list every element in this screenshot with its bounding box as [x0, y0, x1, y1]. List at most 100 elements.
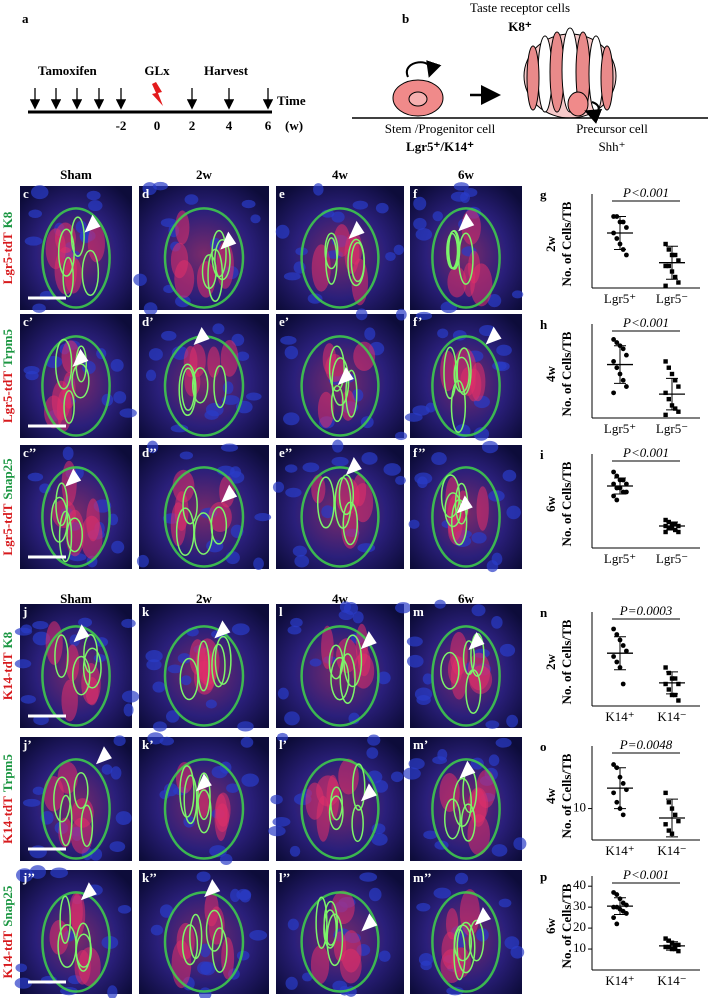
- panel-letter: m’: [413, 737, 428, 752]
- y-axis-label: No. of Cells/TB: [559, 619, 574, 704]
- nucleus: [496, 344, 512, 356]
- nucleus: [24, 236, 43, 246]
- p-value: P<0.001: [622, 315, 669, 330]
- point: [624, 489, 629, 495]
- nucleus: [117, 904, 132, 914]
- nucleus: [241, 773, 259, 787]
- arrowhead: [80, 882, 97, 901]
- taste-bud: [431, 335, 501, 437]
- nucleus: [383, 463, 401, 476]
- stain-label: Snap25: [0, 458, 15, 500]
- stain-label: Trpm5: [0, 754, 15, 793]
- tdt-cell: [85, 677, 99, 706]
- nucleus: [395, 475, 406, 485]
- point: [611, 493, 616, 499]
- nucleus: [416, 694, 431, 705]
- micrograph: j’: [20, 735, 132, 861]
- nucleus: [32, 620, 49, 630]
- point: [673, 946, 678, 952]
- taste-bud: [163, 891, 245, 993]
- tdt-cell: [54, 222, 76, 254]
- arrowhead: [84, 214, 101, 233]
- nucleus: [331, 211, 345, 223]
- column-header: 6w: [458, 591, 475, 606]
- point: [669, 692, 675, 698]
- micrograph: e’: [276, 308, 408, 441]
- tdt-cell: [338, 758, 359, 795]
- nucleus: [223, 381, 234, 395]
- nucleus: [110, 358, 124, 372]
- nucleus: [352, 200, 369, 210]
- micrograph: f: [410, 182, 524, 314]
- labeled-cell: [345, 369, 358, 418]
- tdt-cell: [310, 945, 330, 985]
- nucleus: [206, 539, 224, 553]
- tdt-cell: [54, 247, 77, 295]
- point: [663, 822, 668, 827]
- point: [624, 648, 629, 654]
- labeled-cell: [175, 507, 195, 556]
- nucleus: [309, 658, 322, 667]
- marker-label: Lgr5-tdT: [0, 503, 15, 555]
- labeled-cell: [213, 365, 227, 409]
- nucleus: [220, 853, 233, 866]
- nucleus: [499, 643, 516, 657]
- nucleus: [113, 735, 126, 747]
- error-bar: [614, 216, 626, 250]
- tdt-cell: [467, 814, 490, 856]
- nucleus: [136, 554, 149, 568]
- labeled-cell: [181, 367, 196, 412]
- treatment-label: Tamoxifen: [38, 63, 98, 78]
- marker-label: Lgr5-tdT: [0, 371, 15, 423]
- tissue: [410, 737, 522, 861]
- panel-letter: f’: [413, 314, 422, 329]
- labeled-cell: [351, 804, 364, 843]
- tdt-cell: [340, 930, 362, 973]
- tdt-cell: [468, 787, 489, 823]
- nucleus: [355, 308, 368, 321]
- time-tick-label: 6: [265, 118, 272, 133]
- point: [663, 263, 668, 269]
- point: [666, 396, 671, 402]
- nucleus: [241, 199, 256, 209]
- stem-marker: Lgr5⁺/K14⁺: [406, 139, 474, 154]
- nucleus: [302, 462, 320, 473]
- time-tick-label: -2: [116, 118, 127, 133]
- nucleus: [491, 844, 508, 857]
- micrograph: m’’: [410, 870, 525, 996]
- labeled-cell: [214, 239, 231, 281]
- column-header: 4w: [332, 167, 349, 182]
- panel-letter: d’: [142, 314, 154, 329]
- nucleus: [455, 872, 469, 885]
- nucleus: [473, 427, 490, 441]
- point: [614, 892, 620, 897]
- nucleus: [506, 505, 521, 520]
- nucleus: [177, 653, 192, 664]
- nucleus: [371, 833, 388, 846]
- nucleus: [394, 602, 412, 614]
- point: [666, 247, 671, 252]
- point: [676, 698, 681, 703]
- nucleus: [236, 351, 250, 362]
- nucleus: [86, 190, 101, 201]
- labeled-cell: [443, 346, 457, 400]
- taste-bud: [41, 335, 111, 437]
- nucleus: [285, 976, 298, 990]
- nucleus: [284, 711, 300, 726]
- tdt-cell: [446, 908, 459, 940]
- nucleus: [159, 736, 175, 746]
- taste-bud: [300, 466, 380, 568]
- micrograph: d’: [139, 314, 269, 438]
- labeled-cell: [324, 232, 339, 270]
- point: [676, 409, 681, 414]
- point: [611, 469, 616, 475]
- nucleus: [30, 185, 49, 200]
- panel-letter: p: [540, 869, 547, 884]
- micrograph: f’: [404, 311, 522, 441]
- error-bar: [614, 897, 626, 915]
- labeled-cell: [468, 919, 485, 962]
- row-label: 6w: [543, 495, 558, 512]
- point: [673, 521, 678, 527]
- panel-letter: n: [540, 605, 548, 620]
- nucleus: [245, 392, 262, 401]
